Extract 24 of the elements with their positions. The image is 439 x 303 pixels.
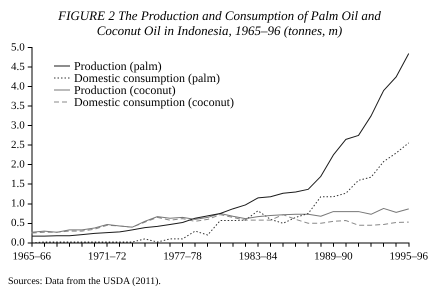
source-note: Sources: Data from the USDA (2011). <box>8 276 162 287</box>
x-tick-label: 1995–96 <box>390 250 428 262</box>
y-tick-label: 0.0 <box>11 236 26 249</box>
x-tick-label: 1977–78 <box>163 250 202 262</box>
y-tick-label: 3.0 <box>11 120 26 132</box>
legend-label: Production (palm) <box>74 59 162 73</box>
x-tick-label: 1965–66 <box>12 250 52 262</box>
legend-label: Domestic consumption (palm) <box>74 71 220 85</box>
y-tick-label: 1.0 <box>11 198 26 210</box>
legend-label: Domestic consumption (coconut) <box>74 95 234 109</box>
x-tick-label: 1989–90 <box>314 250 354 262</box>
x-tick-label: 1971–72 <box>88 250 126 262</box>
line-series <box>31 214 410 234</box>
legend-label: Production (coconut) <box>74 83 176 97</box>
y-tick-label: 2.5 <box>11 139 26 152</box>
y-tick-label: 2.0 <box>11 158 26 171</box>
y-tick-label: 4.0 <box>11 80 26 93</box>
y-tick-label: 5.0 <box>11 41 26 54</box>
y-tick-label: 0.5 <box>11 217 26 230</box>
y-tick-label: 1.5 <box>11 178 26 190</box>
x-tick-label: 1983–84 <box>238 250 278 262</box>
y-tick-label: 4.5 <box>11 61 26 74</box>
y-tick-label: 3.5 <box>11 100 26 112</box>
chart-title: FIGURE 2 The Production and Consumption of Palm Oil and Coconut Oil in Indonesia, 1965–96 (tonnes, m) <box>57 8 382 38</box>
